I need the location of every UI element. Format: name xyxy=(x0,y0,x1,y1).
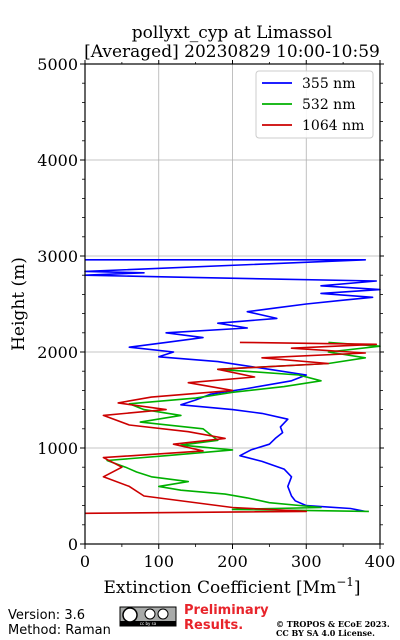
by-icon xyxy=(144,608,156,620)
y-tick-label: 1000 xyxy=(37,439,78,458)
cc-badge-text: cc by sa xyxy=(140,621,157,626)
x-axis-label-close: ] xyxy=(354,578,361,598)
y-tick-label: 2000 xyxy=(37,343,78,362)
preliminary-text-line2: Results. xyxy=(184,618,243,633)
legend-label: 1064 nm xyxy=(302,118,364,134)
copyright-line1: © TROPOS & ECoE 2023. xyxy=(276,619,390,629)
x-axis-label-unit-sup: −1 xyxy=(336,575,354,589)
series-line-1064-nm xyxy=(84,341,378,515)
x-axis-label: Extinction Coefficient [Mm−1] xyxy=(103,575,360,598)
y-tick-label: 5000 xyxy=(37,55,78,74)
footer: Version: 3.6 Method: Raman cc by sa Prel… xyxy=(8,603,390,638)
chart-title-line2: [Averaged] 20230829 10:00-10:59 xyxy=(84,42,380,62)
chart-title-line1: pollyxt_cyp at Limassol xyxy=(132,23,332,43)
x-tick-label: 100 xyxy=(143,552,174,571)
version-text: Version: 3.6 xyxy=(8,608,85,623)
series-group xyxy=(84,258,381,515)
y-tick-label: 0 xyxy=(68,535,78,554)
cc-icon xyxy=(122,607,138,623)
sa-icon xyxy=(157,608,169,620)
x-tick-label: 400 xyxy=(365,552,396,571)
legend: 355 nm 532 nm 1064 nm xyxy=(255,70,374,139)
series-line-532-nm xyxy=(106,341,381,513)
x-tick-label: 200 xyxy=(217,552,248,571)
y-tick-label: 3000 xyxy=(37,247,78,266)
y-axis-label: Height (m) xyxy=(9,257,29,351)
legend-box xyxy=(255,70,374,139)
y-tick-label: 4000 xyxy=(37,151,78,170)
legend-label: 532 nm xyxy=(302,97,355,113)
copyright-line2: CC BY SA 4.0 License. xyxy=(276,628,375,638)
x-tick-label: 0 xyxy=(80,552,90,571)
cc-license-badge: cc by sa xyxy=(119,606,177,627)
legend-label: 355 nm xyxy=(302,76,355,92)
preliminary-text-line1: Preliminary xyxy=(184,603,269,618)
series-line-355-nm xyxy=(84,258,381,513)
method-text: Method: Raman xyxy=(8,623,111,638)
x-axis-label-main: Extinction Coefficient [Mm xyxy=(103,578,336,598)
x-tick-label: 300 xyxy=(291,552,322,571)
